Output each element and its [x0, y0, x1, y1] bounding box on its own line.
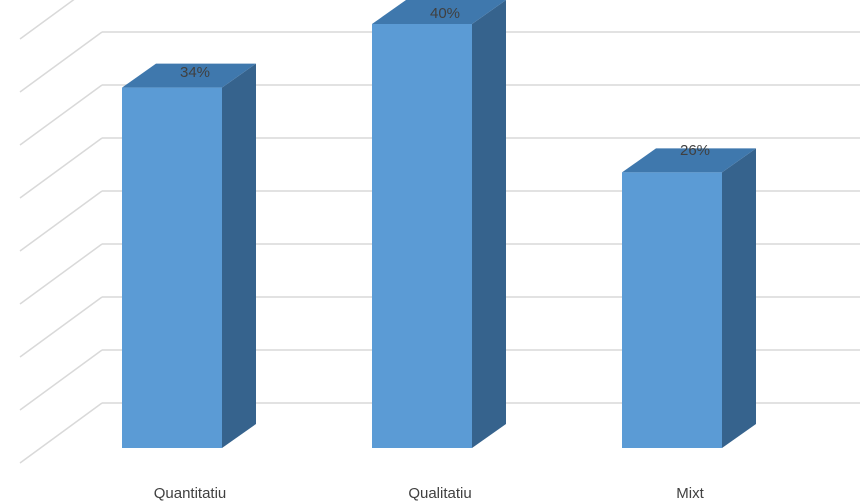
- bar-top-face: [622, 148, 756, 173]
- bar-front-face: [122, 87, 222, 448]
- bar-side-face: [222, 63, 256, 448]
- bars: [122, 0, 756, 448]
- bar-mixt: [622, 148, 756, 448]
- category-label: Qualitatiu: [408, 485, 471, 502]
- gridline-diagonal: [19, 31, 103, 93]
- gridline-diagonal: [19, 402, 103, 464]
- gridline-diagonal: [19, 137, 103, 199]
- bar-side-face: [472, 0, 506, 448]
- data-label: 40%: [430, 5, 460, 22]
- gridline-diagonal: [19, 190, 103, 252]
- bar-front-face: [372, 24, 472, 448]
- gridline-diagonal: [19, 84, 103, 146]
- bar-front-face: [622, 172, 722, 448]
- gridline-diagonal: [19, 243, 103, 305]
- gridline-diagonal: [19, 349, 103, 411]
- bar-quantitatiu: [122, 63, 256, 448]
- category-label: Mixt: [676, 485, 704, 502]
- gridline-diagonal: [19, 0, 75, 40]
- labels: 34% Quantitatiu 40% Qualitatiu 26% Mixt: [154, 5, 710, 502]
- bar-top-face: [122, 63, 256, 88]
- category-label: Quantitatiu: [154, 485, 227, 502]
- data-label: 34%: [180, 64, 210, 81]
- bar-top-face: [372, 0, 506, 24]
- data-label: 26%: [680, 142, 710, 159]
- bar-side-face: [722, 148, 756, 448]
- bar-qualitatiu: [372, 0, 506, 448]
- gridline-diagonal: [19, 296, 103, 358]
